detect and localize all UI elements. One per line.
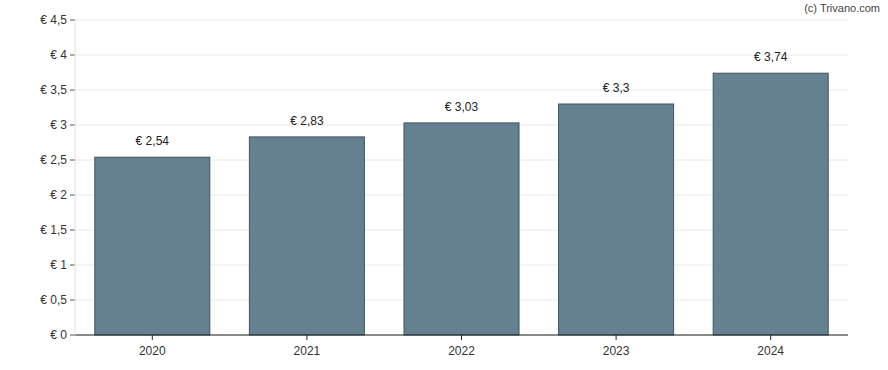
bar [249, 137, 364, 335]
y-tick [70, 90, 75, 91]
bar [559, 104, 674, 335]
y-tick-label: € 0 [50, 328, 67, 342]
y-tick-label: € 2,5 [40, 153, 67, 167]
y-axis [75, 20, 76, 335]
x-tick-label: 2023 [603, 344, 630, 358]
data-label: € 2,83 [290, 114, 324, 128]
y-tick-label: € 0,5 [40, 293, 67, 307]
x-tick [770, 335, 771, 340]
x-tick [616, 335, 617, 340]
data-label: € 3,74 [754, 50, 788, 64]
y-tick-label: € 1,5 [40, 223, 67, 237]
y-tick-label: € 1 [50, 258, 67, 272]
y-tick-label: € 4 [50, 48, 67, 62]
annotation: (c) Trivano.com [804, 2, 880, 14]
grid-line [75, 20, 848, 21]
bar [404, 123, 519, 335]
grid-line [75, 55, 848, 56]
y-tick [70, 20, 75, 21]
chart: € 0 € 0,5 € 1 € 1,5 € 2 € 2,5 € 3 € 3,5 € 4 € 4,5… [0, 0, 888, 370]
x-tick [461, 335, 462, 340]
bar [95, 157, 210, 335]
y-tick [70, 160, 75, 161]
y-tick-label: € 2 [50, 188, 67, 202]
bar [713, 73, 828, 335]
y-tick [70, 125, 75, 126]
x-tick-label: 2021 [294, 344, 321, 358]
y-tick-label: € 3 [50, 118, 67, 132]
y-tick [70, 230, 75, 231]
data-label: € 3,3 [603, 81, 630, 95]
y-tick [70, 335, 75, 336]
data-label: € 2,54 [136, 134, 170, 148]
y-tick [70, 300, 75, 301]
data-label: € 3,03 [445, 100, 479, 114]
y-tick-label: € 3,5 [40, 83, 67, 97]
x-tick [152, 335, 153, 340]
x-tick-label: 2022 [448, 344, 475, 358]
x-tick-label: 2020 [139, 344, 166, 358]
y-tick [70, 195, 75, 196]
y-tick [70, 265, 75, 266]
y-tick-label: € 4,5 [40, 13, 67, 27]
x-tick-label: 2024 [757, 344, 784, 358]
y-tick [70, 55, 75, 56]
x-tick [306, 335, 307, 340]
